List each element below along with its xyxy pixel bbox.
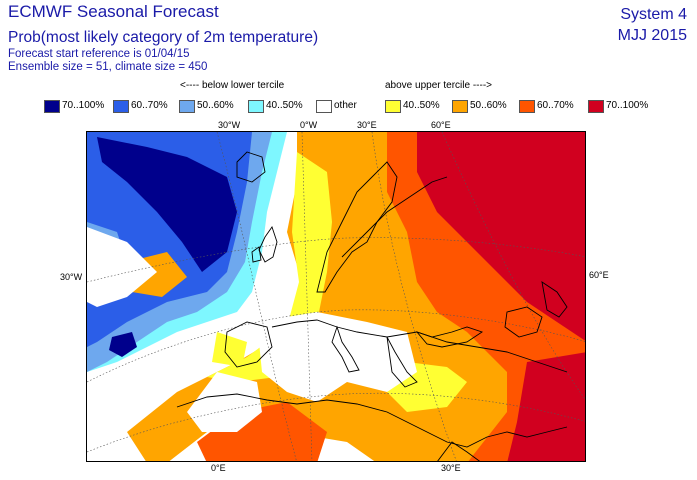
bottom-tick-label: 30°E bbox=[441, 463, 461, 473]
top-tick-label: 30°E bbox=[357, 120, 377, 130]
region-below-70-100 bbox=[97, 137, 237, 272]
legend-swatch bbox=[519, 100, 535, 113]
graticule bbox=[87, 132, 585, 461]
top-tick-label: 0°W bbox=[300, 120, 318, 130]
region-above-40-50 bbox=[212, 332, 247, 367]
right-tick-label: 60°E bbox=[589, 270, 609, 280]
bottom-tick-label: 0°E bbox=[211, 463, 226, 473]
legend-swatch bbox=[316, 100, 332, 113]
left-tick-label: 30°W bbox=[60, 272, 83, 282]
region-other bbox=[87, 227, 157, 307]
region-other bbox=[257, 312, 417, 402]
legend-label: 60..70% bbox=[131, 100, 168, 111]
map-canvas bbox=[87, 132, 585, 461]
ensemble-size-text: Ensemble size = 51, climate size = 450 bbox=[8, 61, 208, 73]
probability-map bbox=[86, 131, 586, 462]
legend-swatch bbox=[452, 100, 468, 113]
period-label: MJJ 2015 bbox=[617, 27, 687, 44]
top-tick-label: 60°E bbox=[431, 120, 451, 130]
legend-swatch bbox=[588, 100, 604, 113]
coastlines bbox=[176, 151, 568, 461]
legend-label: other bbox=[334, 100, 357, 111]
system-label: System 4 bbox=[620, 6, 687, 23]
region-below-70-100 bbox=[109, 332, 137, 357]
legend-swatch bbox=[44, 100, 60, 113]
legend-swatch bbox=[179, 100, 195, 113]
legend-swatch bbox=[248, 100, 264, 113]
chart-title: ECMWF Seasonal Forecast bbox=[8, 2, 219, 21]
legend-label: 70..100% bbox=[62, 100, 105, 111]
legend-label: 50..60% bbox=[470, 100, 507, 111]
legend-above-header: above upper tercile ----> bbox=[385, 80, 492, 91]
chart-subtitle: Prob(most likely category of 2m temperat… bbox=[8, 29, 319, 46]
region-other bbox=[187, 372, 262, 432]
legend-label: 40..50% bbox=[266, 100, 303, 111]
region-above-70-100 bbox=[507, 352, 585, 461]
legend-label: 50..60% bbox=[197, 100, 234, 111]
legend-swatch bbox=[385, 100, 401, 113]
legend-label: 70..100% bbox=[606, 100, 649, 111]
top-tick-label: 30°W bbox=[218, 120, 241, 130]
forecast-start-text: Forecast start reference is 01/04/15 bbox=[8, 48, 190, 60]
legend: 70..100% 60..70% 50..60% 40..50% other 4… bbox=[0, 98, 697, 116]
region-above-60-70 bbox=[197, 402, 327, 461]
legend-label: 40..50% bbox=[403, 100, 440, 111]
legend-label: 60..70% bbox=[537, 100, 574, 111]
legend-swatch bbox=[113, 100, 129, 113]
legend-below-header: <---- below lower tercile bbox=[180, 80, 285, 91]
